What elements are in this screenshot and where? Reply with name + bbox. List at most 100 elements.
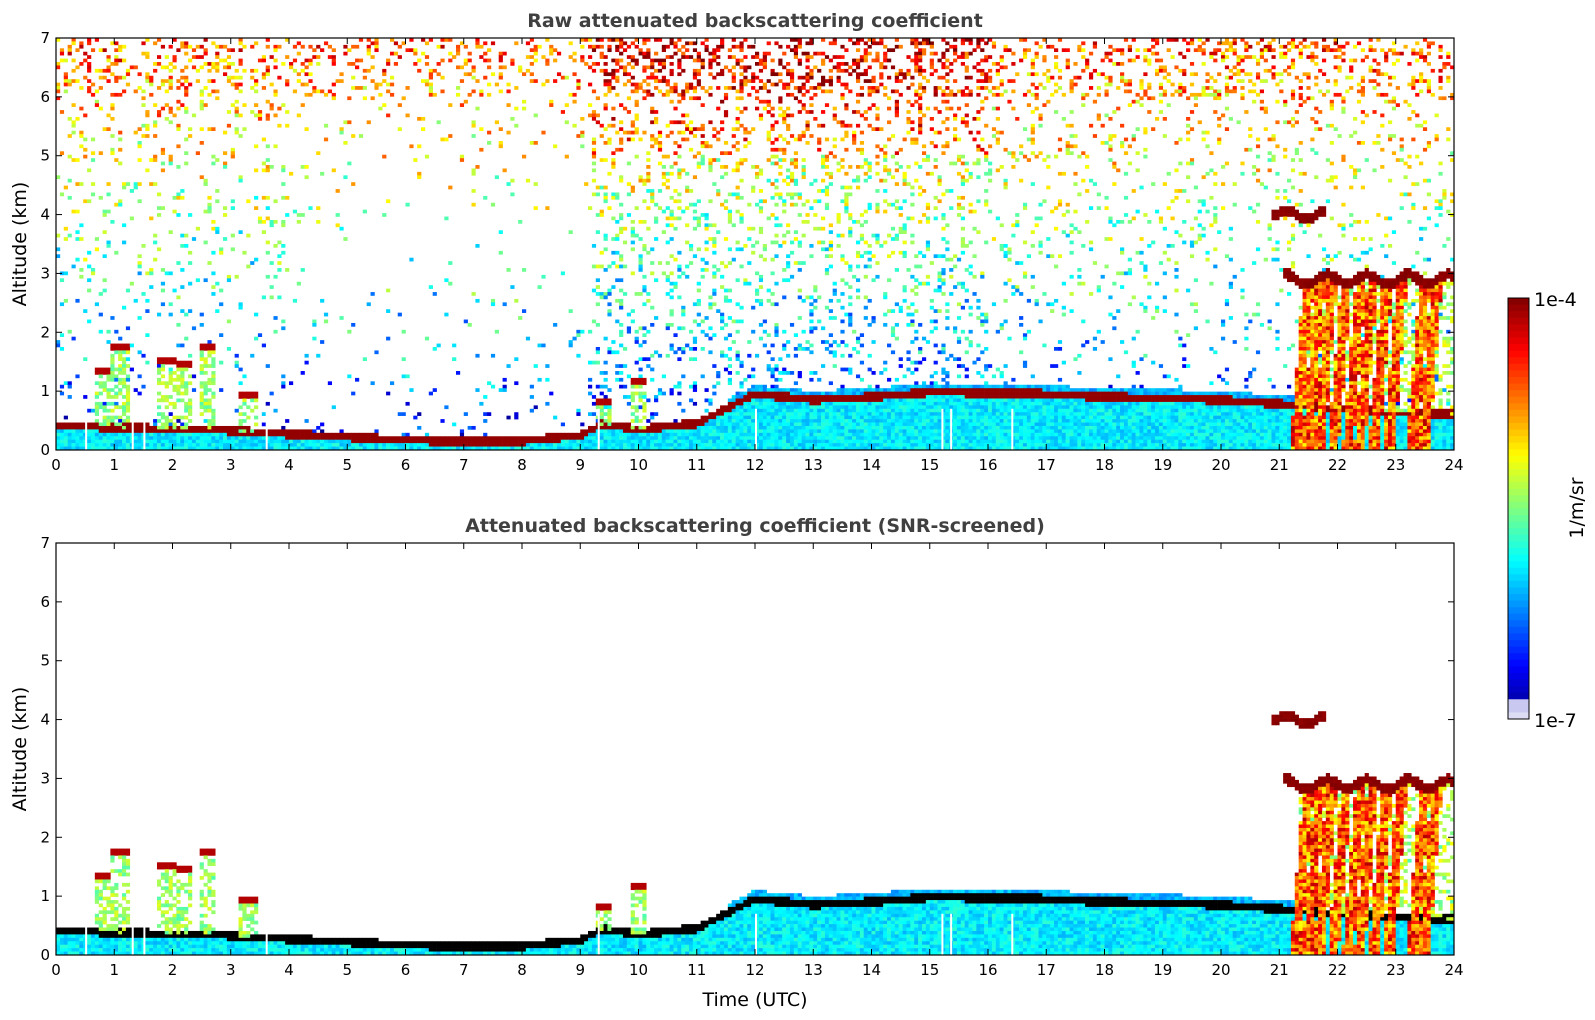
heatmap-cell — [906, 72, 911, 77]
heatmap-cell — [677, 92, 682, 97]
heatmap-cell — [1364, 113, 1369, 118]
heatmap-cell — [226, 75, 232, 80]
heatmap-cell — [607, 264, 612, 269]
heatmap-cell — [995, 92, 1000, 97]
heatmap-cell — [801, 86, 806, 90]
heatmap-cell — [665, 92, 670, 97]
heatmap-cell — [747, 79, 752, 83]
heatmap-cell — [723, 206, 729, 210]
heatmap-cell — [1154, 116, 1160, 121]
heatmap-cell — [731, 44, 736, 49]
heatmap-cell — [463, 58, 468, 63]
heatmap-cell — [1411, 322, 1416, 327]
heatmap-cell — [510, 192, 515, 197]
heatmap-cell — [1434, 302, 1439, 307]
heatmap-cell — [374, 38, 379, 42]
heatmap-cell — [945, 302, 950, 307]
heatmap-cell — [1426, 82, 1431, 87]
heatmap-cell — [1333, 92, 1338, 97]
heatmap-cell — [339, 316, 344, 320]
heatmap-cell — [211, 62, 216, 66]
heatmap-cell — [883, 65, 888, 70]
heatmap-cell — [778, 223, 783, 228]
heatmap-cell — [716, 44, 721, 49]
heatmap-cell — [960, 89, 965, 94]
heatmap-cell — [265, 165, 270, 169]
heatmap-cell — [1426, 295, 1431, 300]
heatmap-cell — [824, 55, 830, 59]
heatmap-cell — [1061, 230, 1066, 234]
heatmap-cell — [71, 158, 76, 162]
heatmap-cell — [1143, 92, 1148, 97]
heatmap-cell — [222, 151, 228, 156]
heatmap-cell — [362, 96, 367, 101]
heatmap-cell — [1271, 134, 1276, 138]
heatmap-cell — [1368, 271, 1373, 276]
heatmap-cell — [1368, 316, 1373, 320]
heatmap-cell — [634, 329, 639, 334]
heatmap-cell — [261, 86, 266, 90]
heatmap-cell — [918, 116, 923, 121]
heatmap-cell — [758, 86, 764, 90]
heatmap-cell — [1368, 292, 1373, 296]
heatmap-cell — [188, 134, 193, 138]
heatmap-cell — [1096, 329, 1101, 334]
heatmap-cell — [731, 127, 736, 131]
heatmap-cell — [1217, 92, 1222, 97]
heatmap-cell — [1360, 86, 1365, 90]
heatmap-cell — [855, 254, 861, 259]
heatmap-cell — [1411, 86, 1416, 90]
heatmap-cell — [1372, 79, 1377, 83]
heatmap-cell — [871, 58, 876, 63]
heatmap-cell — [953, 137, 958, 142]
heatmap-cell — [137, 264, 142, 269]
heatmap-cell — [1430, 288, 1435, 293]
heatmap-cell — [1127, 103, 1132, 107]
heatmap-cell — [665, 178, 670, 183]
heatmap-cell — [1372, 295, 1377, 300]
heatmap-cell — [953, 48, 958, 53]
heatmap-cell — [584, 62, 589, 66]
heatmap-cell — [1411, 329, 1416, 334]
heatmap-cell — [316, 219, 321, 224]
heatmap-cell — [1345, 336, 1350, 341]
heatmap-cell — [102, 278, 107, 283]
heatmap-cell — [821, 58, 826, 63]
heatmap-cell — [720, 316, 725, 320]
heatmap-cell — [898, 44, 903, 49]
heatmap-cell — [673, 120, 678, 125]
heatmap-cell — [591, 288, 597, 293]
heatmap-cell — [1054, 89, 1059, 94]
heatmap-cell — [1007, 257, 1012, 262]
heatmap-cell — [1162, 271, 1167, 276]
heatmap-cell — [1042, 292, 1047, 296]
heatmap-cell — [945, 257, 950, 262]
heatmap-cell — [1356, 298, 1362, 303]
heatmap-cell — [867, 175, 872, 180]
heatmap-cell — [1399, 302, 1404, 307]
heatmap-cell — [1302, 312, 1307, 317]
heatmap-cell — [673, 41, 678, 46]
heatmap-cell — [1154, 38, 1160, 42]
heatmap-cell — [1298, 213, 1303, 217]
heatmap-cell — [887, 278, 892, 283]
heatmap-cell — [739, 158, 744, 162]
heatmap-cell — [937, 58, 942, 63]
heatmap-cell — [712, 271, 717, 276]
heatmap-cell — [774, 223, 779, 228]
heatmap-cell — [1042, 38, 1047, 42]
heatmap-cell — [692, 41, 698, 46]
heatmap-cell — [619, 65, 624, 70]
heatmap-cell — [681, 137, 686, 142]
heatmap-cell — [890, 48, 896, 53]
heatmap-cell — [960, 206, 965, 210]
heatmap-cell — [968, 171, 973, 176]
heatmap-cell — [199, 141, 204, 145]
heatmap-cell — [824, 305, 830, 310]
heatmap-cell — [238, 41, 243, 46]
heatmap-cell — [1349, 292, 1354, 296]
heatmap-cell — [654, 68, 659, 73]
heatmap-cell — [813, 86, 818, 90]
heatmap-cell — [1022, 206, 1028, 210]
heatmap-cell — [1353, 257, 1358, 262]
